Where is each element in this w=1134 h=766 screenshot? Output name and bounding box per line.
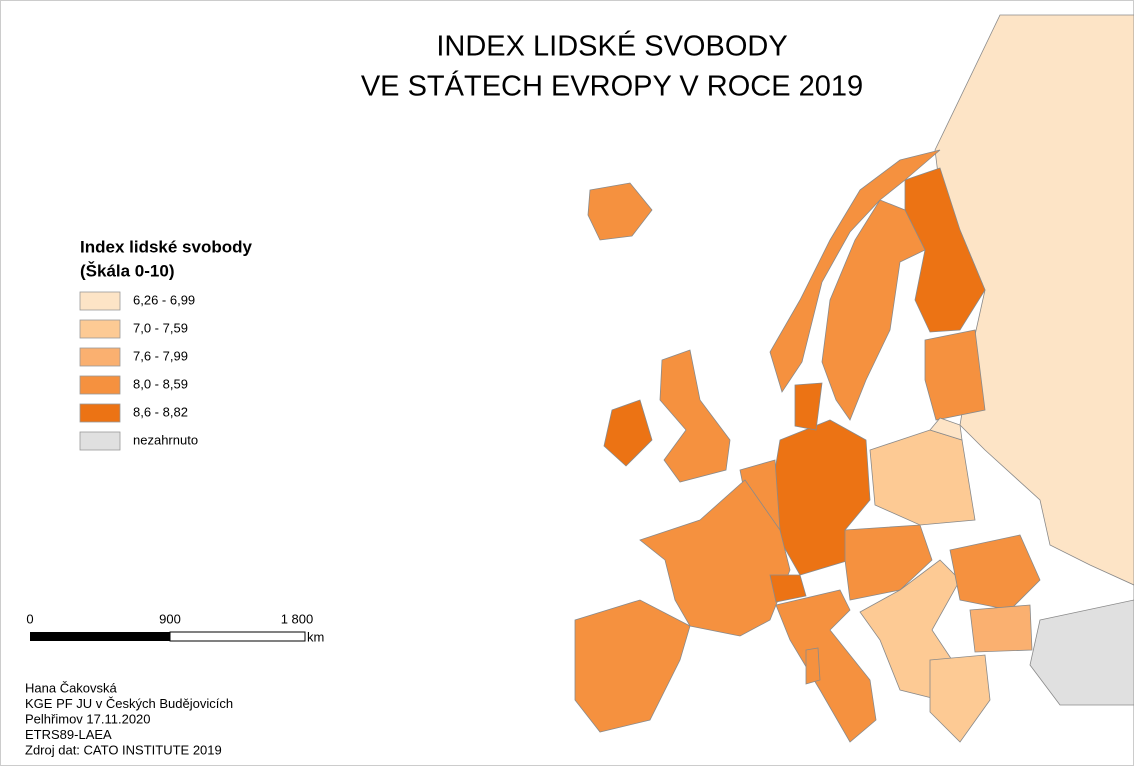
legend-label: 7,6 - 7,99 bbox=[133, 348, 188, 363]
country bbox=[794, 382, 823, 431]
legend-label: 8,0 - 8,59 bbox=[133, 376, 188, 391]
country bbox=[924, 329, 986, 421]
title-line: VE STÁTECH EVROPY V ROCE 2019 bbox=[361, 70, 863, 103]
country bbox=[929, 417, 963, 441]
scale-label: 0 bbox=[26, 611, 33, 626]
scale-bar bbox=[169, 631, 306, 642]
country bbox=[574, 599, 691, 733]
legend-label: 8,6 - 8,82 bbox=[133, 404, 188, 419]
country bbox=[929, 654, 991, 743]
credit-line: Pelhřimov 17.11.2020 bbox=[25, 711, 151, 726]
legend-swatch bbox=[79, 403, 121, 423]
scale-bar bbox=[30, 632, 170, 641]
credit-line: KGE PF JU v Českých Budějovicích bbox=[25, 696, 233, 711]
scale-label: 900 bbox=[159, 611, 181, 626]
country bbox=[821, 199, 926, 421]
credit-line: Zdroj dat: CATO INSTITUTE 2019 bbox=[25, 742, 222, 757]
scale-label: 1 800 bbox=[281, 611, 314, 626]
title-line: INDEX LIDSKÉ SVOBODY bbox=[436, 30, 787, 63]
legend-label: 7,0 - 7,59 bbox=[133, 320, 188, 335]
map bbox=[574, 14, 1134, 743]
country bbox=[969, 604, 1033, 653]
country bbox=[659, 349, 731, 483]
legend-title: (Škála 0-10) bbox=[80, 261, 175, 280]
credit-line: Hana Čakovská bbox=[25, 680, 118, 695]
country bbox=[769, 149, 941, 393]
legend-label: 6,26 - 6,99 bbox=[133, 292, 195, 307]
country bbox=[949, 534, 1041, 611]
country bbox=[775, 589, 877, 743]
country bbox=[1029, 599, 1134, 706]
country bbox=[805, 647, 821, 685]
credit-line: ETRS89-LAEA bbox=[25, 727, 112, 742]
legend-swatch bbox=[79, 347, 121, 367]
country bbox=[769, 574, 807, 603]
legend: 6,26 - 6,99 7,0 - 7,59 7,6 - 7,99 8,0 - 8,5… bbox=[79, 291, 198, 451]
country bbox=[603, 399, 653, 467]
country bbox=[639, 479, 791, 637]
legend-swatch bbox=[79, 431, 121, 451]
legend-label: nezahrnuto bbox=[133, 432, 198, 447]
legend-title: Index lidské svobody bbox=[80, 237, 252, 256]
legend-swatch bbox=[79, 319, 121, 339]
legend-swatch bbox=[79, 291, 121, 311]
legend-swatch bbox=[79, 375, 121, 395]
country bbox=[587, 182, 653, 241]
scale-unit: km bbox=[307, 629, 324, 644]
